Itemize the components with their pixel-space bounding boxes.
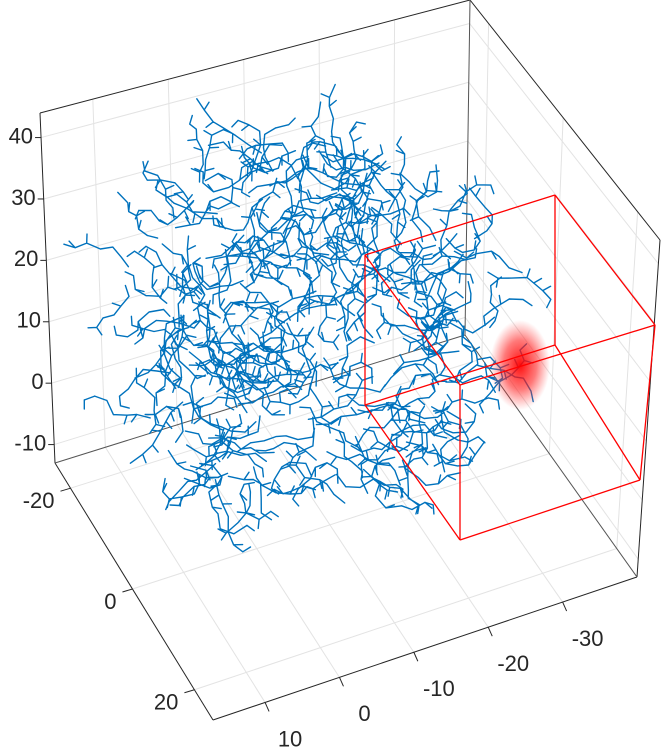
y-tick-label: -20 — [23, 488, 55, 513]
axis-line — [54, 334, 466, 464]
x-tick-label: 10 — [278, 726, 302, 751]
grid-line — [616, 211, 639, 549]
tick-mark — [60, 487, 71, 492]
axis-line — [212, 576, 638, 721]
grid-line — [481, 23, 490, 359]
tick-mark — [562, 601, 568, 612]
box-edge — [364, 254, 461, 386]
tick-mark — [184, 689, 195, 694]
grid-line — [318, 39, 322, 380]
axis-line — [54, 462, 214, 721]
grid-line — [176, 424, 340, 678]
box-edge — [554, 194, 656, 326]
y-tick-label: 20 — [154, 690, 178, 715]
grid-line — [48, 199, 468, 323]
z-tick-label: 10 — [16, 308, 40, 333]
axis-line — [464, 0, 471, 336]
grid-line — [467, 140, 651, 383]
tick-mark — [487, 626, 493, 637]
box-edge — [639, 324, 656, 481]
grid-line — [132, 453, 550, 590]
axis-line — [39, 0, 471, 114]
y-tick-label: 0 — [104, 589, 116, 614]
grid-line — [70, 358, 483, 489]
tick-mark — [264, 702, 270, 712]
x-tick-label: 0 — [358, 701, 370, 726]
z-tick-label: 0 — [31, 369, 43, 394]
grid-line — [392, 19, 396, 358]
z-tick-label: 30 — [11, 185, 35, 210]
axes — [35, 0, 661, 721]
box-edge — [554, 344, 641, 481]
tick-mark — [338, 677, 344, 687]
grid-line — [469, 23, 659, 264]
box-edge — [364, 404, 461, 541]
grid-line — [465, 258, 643, 501]
grid-line — [51, 258, 467, 384]
grid-line — [40, 23, 470, 139]
molecule-layer — [63, 83, 552, 553]
grid-line — [320, 379, 489, 628]
grid-line — [466, 199, 647, 442]
grid-line — [548, 117, 564, 454]
grid-line — [92, 99, 106, 448]
axis-line — [636, 239, 661, 578]
grid-line — [104, 447, 266, 703]
x-tick-label: -30 — [572, 626, 604, 651]
box-edge — [364, 344, 556, 406]
z-tick-label: 40 — [9, 123, 33, 148]
grid-line — [46, 140, 469, 261]
x-tick-label: -10 — [423, 676, 455, 701]
box-edge — [459, 324, 656, 386]
z-tick-label: 20 — [14, 246, 38, 271]
z-tick-label: -10 — [14, 430, 46, 455]
grid-line — [248, 402, 415, 653]
x-tick-label: -20 — [497, 651, 529, 676]
axis-line — [469, 0, 661, 241]
grid-line — [194, 548, 617, 691]
density-blob — [490, 320, 550, 410]
selection-box — [364, 194, 656, 541]
molecule — [63, 83, 552, 553]
labels: -10 0 10 20 30 40 -20 0 20 10 0 -10 -20 -30 — [9, 123, 604, 751]
tick-mark — [413, 652, 419, 662]
box-edge — [364, 194, 556, 256]
box-edge — [459, 479, 641, 541]
tick-mark — [122, 588, 133, 593]
axis-line — [39, 112, 56, 464]
